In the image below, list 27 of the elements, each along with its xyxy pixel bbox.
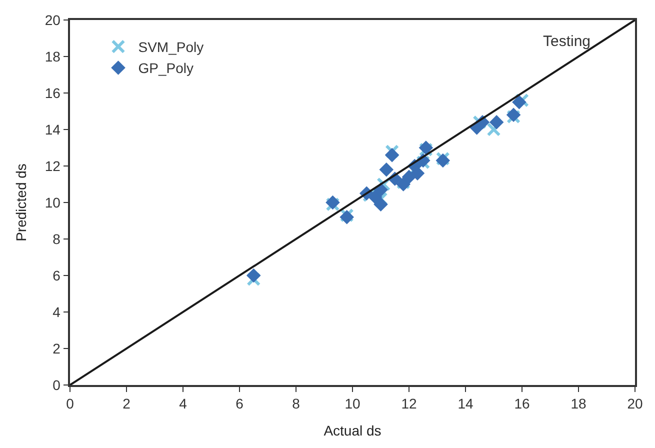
y-tick-label: 18 xyxy=(44,48,61,64)
y-tick-label: 14 xyxy=(44,121,61,138)
x-tick-label: 16 xyxy=(514,396,530,412)
x-tick-label: 8 xyxy=(292,396,300,412)
y-tick-label: 20 xyxy=(44,12,61,28)
y-tick-label: 8 xyxy=(52,230,61,247)
y-tick-label: 2 xyxy=(52,340,61,356)
y-tick-label: 10 xyxy=(44,194,61,210)
legend-label: SVM_Poly xyxy=(138,39,204,56)
x-tick-label: 20 xyxy=(627,396,643,412)
annotation: Testing xyxy=(543,33,591,50)
x-tick-label: 2 xyxy=(122,396,131,412)
x-tick-label: 18 xyxy=(570,396,586,412)
x-tick-label: 0 xyxy=(66,396,74,412)
x-axis-title: Actual ds xyxy=(324,422,382,438)
y-tick-label: 16 xyxy=(44,84,61,101)
x-tick-label: 12 xyxy=(401,396,417,412)
y-tick-label: 12 xyxy=(44,158,61,174)
y-tick-label: 0 xyxy=(52,376,61,393)
y-axis-title: Predicted ds xyxy=(12,164,29,242)
x-tick-label: 4 xyxy=(179,396,188,412)
y-tick-label: 4 xyxy=(52,304,61,320)
x-tick-label: 14 xyxy=(458,396,474,412)
x-tick-label: 10 xyxy=(344,396,360,412)
y-tick-label: 6 xyxy=(52,267,61,284)
x-tick-label: 6 xyxy=(236,396,244,412)
legend-label: GP_Poly xyxy=(138,60,194,76)
